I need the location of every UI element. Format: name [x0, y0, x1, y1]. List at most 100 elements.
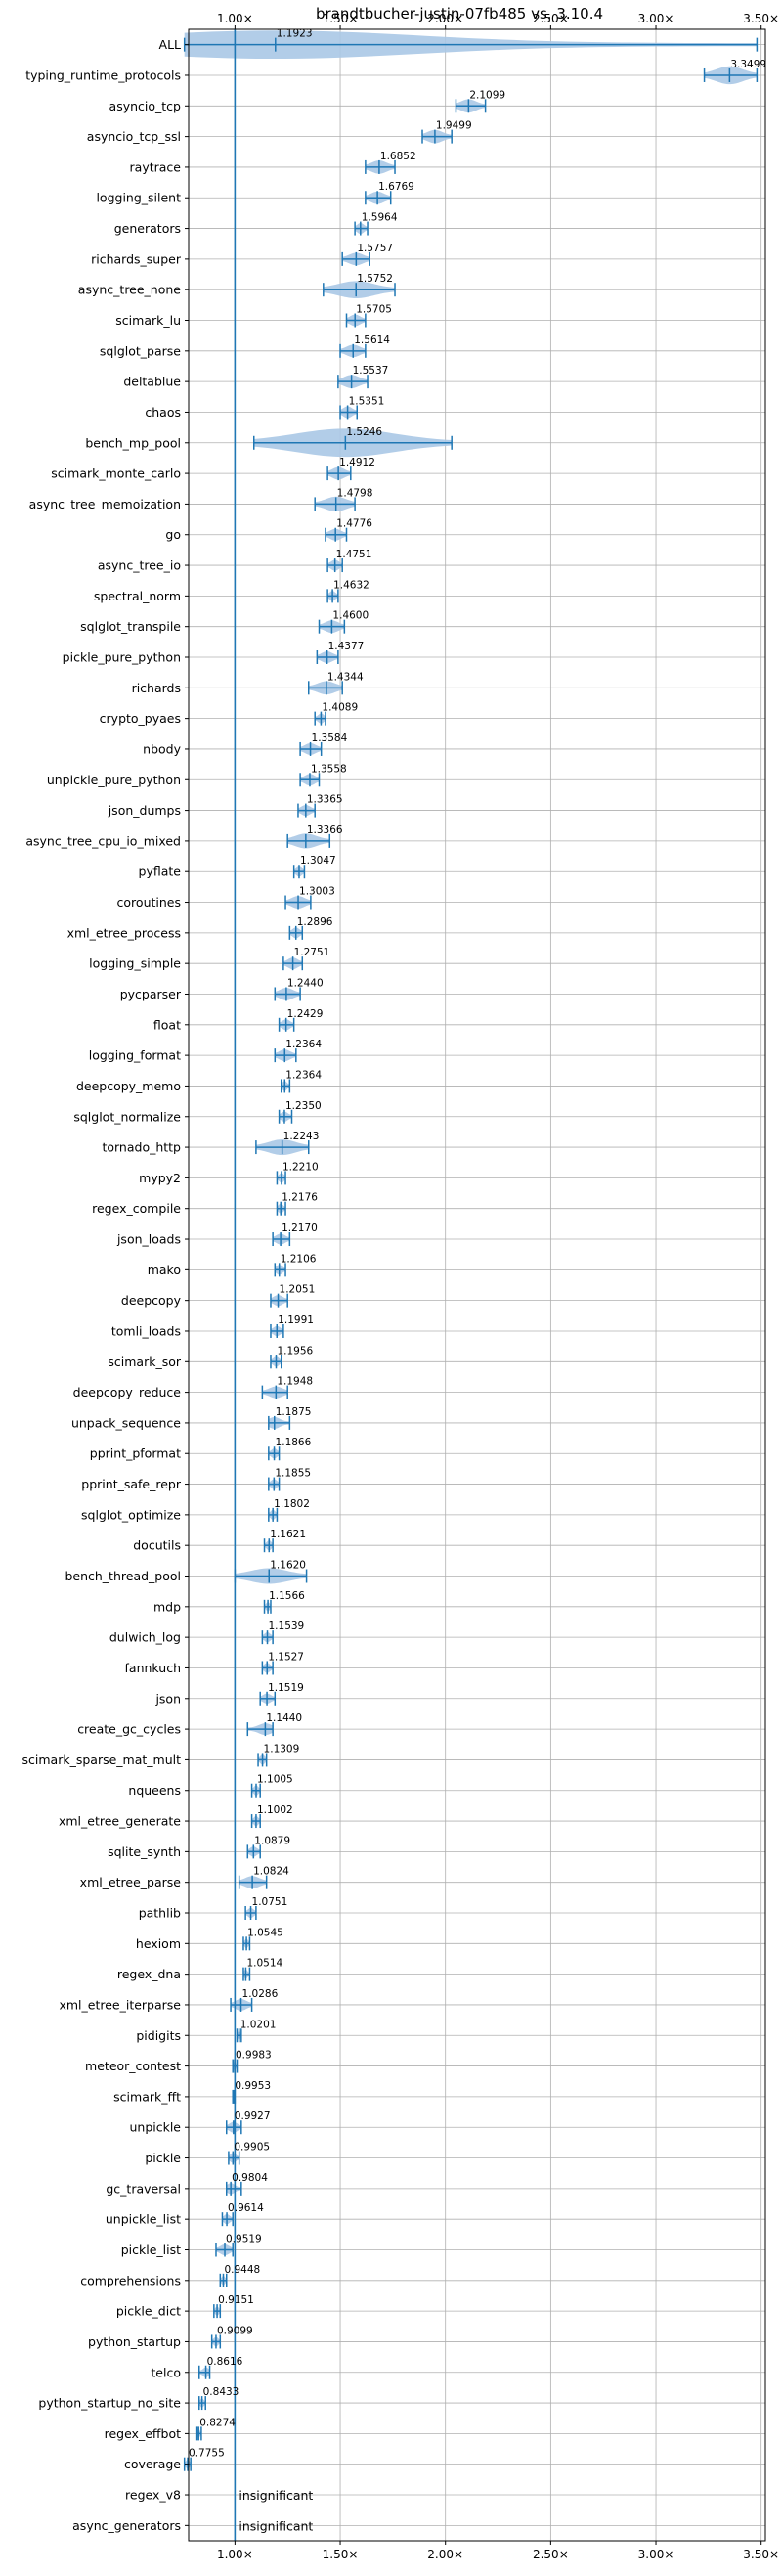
- benchmark-label: pyflate: [139, 865, 182, 879]
- value-label: 0.8616: [207, 2356, 243, 2368]
- benchmark-label: json_dumps: [108, 803, 181, 818]
- benchmark-label: unpack_sequence: [71, 1415, 181, 1430]
- benchmark-label: mako: [148, 1263, 181, 1277]
- benchmark-label: regex_compile: [92, 1201, 181, 1216]
- value-label: 0.9804: [232, 2172, 268, 2184]
- benchmark-label: scimark_monte_carlo: [51, 466, 181, 481]
- benchmark-label: scimark_sparse_mat_mult: [22, 1753, 182, 1767]
- value-label: 1.1948: [277, 1376, 313, 1388]
- benchmark-label: deepcopy_memo: [76, 1079, 181, 1093]
- x-tick-label-bottom: 2.00×: [427, 2548, 463, 2561]
- benchmark-label: float: [153, 1017, 181, 1032]
- benchmark-label: pathlib: [139, 1906, 181, 1921]
- value-label: 1.1991: [278, 1314, 314, 1326]
- value-label: 1.2364: [285, 1069, 322, 1081]
- value-label: 1.0879: [254, 1835, 290, 1846]
- benchmark-label: richards: [132, 681, 181, 695]
- benchmark-label: asyncio_tcp_ssl: [87, 129, 181, 144]
- value-label: 1.5246: [346, 426, 382, 438]
- value-label: 1.3003: [299, 886, 335, 898]
- benchmark-label: pickle_dict: [116, 2304, 181, 2319]
- value-label: 1.4344: [327, 671, 364, 683]
- value-label: 1.3558: [311, 763, 347, 775]
- value-label: 1.5752: [357, 273, 393, 285]
- value-label: 1.2106: [281, 1253, 317, 1265]
- insignificant-label: insignificant: [239, 2488, 313, 2503]
- benchmark-label: pickle_list: [121, 2243, 181, 2257]
- benchmark-label: unpickle_list: [106, 2212, 181, 2227]
- value-label: 1.2364: [285, 1039, 322, 1050]
- benchmark-label: xml_etree_iterparse: [59, 1997, 181, 2012]
- value-label: 1.4600: [332, 610, 369, 622]
- value-label: 1.6852: [380, 151, 416, 162]
- value-label: 0.9519: [226, 2233, 262, 2244]
- axis-ticks: 1.00× 1.00× 1.50× 1.50× 2.00× 2.00× 2.50× 2.50×…: [185, 12, 779, 2561]
- benchmark-label: logging_simple: [89, 956, 181, 971]
- value-label: 1.9499: [436, 120, 472, 132]
- value-label: 1.1621: [270, 1529, 306, 1540]
- chart-title: brandtbucher-justin-07fb485 vs. 3.10.4: [316, 5, 603, 22]
- benchmark-label: richards_super: [91, 251, 182, 266]
- benchmark-label: comprehensions: [80, 2273, 181, 2287]
- value-label: 1.2896: [297, 916, 333, 928]
- value-label: 1.1923: [277, 28, 313, 40]
- value-label: 1.1566: [269, 1590, 305, 1602]
- benchmark-label: xml_etree_parse: [80, 1875, 182, 1889]
- value-label: 1.1875: [276, 1406, 312, 1418]
- value-label: 1.4089: [322, 702, 358, 714]
- benchmark-label: sqlglot_normalize: [73, 1109, 181, 1124]
- value-label: 0.9151: [218, 2294, 254, 2306]
- benchmark-label: dulwich_log: [109, 1630, 181, 1645]
- benchmark-label: xml_etree_generate: [59, 1814, 181, 1829]
- value-label: 1.4912: [339, 457, 375, 468]
- benchmark-label: regex_dna: [117, 1967, 181, 1981]
- benchmark-label: unpickle_pure_python: [47, 773, 181, 787]
- benchmark-label: generators: [114, 221, 181, 236]
- benchmark-label: hexiom: [136, 1936, 181, 1951]
- value-label: 1.5351: [349, 395, 385, 407]
- x-tick-label-top: 2.00×: [427, 12, 463, 25]
- value-label: 1.5964: [362, 212, 398, 224]
- benchmark-label: regex_effbot: [105, 2426, 181, 2441]
- benchmark-label: gc_traversal: [106, 2181, 181, 2196]
- benchmark-label: deepcopy_reduce: [73, 1385, 182, 1399]
- x-tick-label-bottom: 3.50×: [743, 2548, 779, 2561]
- benchmark-label: async_tree_none: [78, 283, 182, 297]
- value-label: 1.4751: [336, 549, 372, 560]
- value-label: 0.9905: [234, 2142, 270, 2154]
- benchmark-label: pycparser: [120, 987, 182, 1001]
- value-label: 1.2440: [287, 977, 324, 989]
- value-label: 1.5614: [354, 334, 390, 346]
- benchmark-label: sqlglot_parse: [100, 343, 181, 358]
- benchmark-label: nbody: [143, 741, 181, 756]
- x-tick-label-bottom: 1.50×: [323, 2548, 359, 2561]
- value-label: 1.5537: [353, 365, 389, 377]
- value-label: 1.1519: [268, 1682, 304, 1694]
- value-label: 1.6769: [378, 181, 414, 193]
- value-label: 1.4632: [333, 579, 369, 591]
- value-label: 3.3499: [730, 59, 766, 70]
- value-label: 1.1855: [275, 1468, 311, 1480]
- value-label: 1.1956: [277, 1345, 313, 1356]
- benchmark-label: tomli_loads: [111, 1323, 181, 1338]
- benchmark-label: typing_runtime_protocols: [25, 67, 181, 82]
- benchmark-label: scimark_sor: [108, 1355, 181, 1369]
- value-label: 0.8433: [203, 2386, 239, 2398]
- value-label: 0.8274: [199, 2417, 236, 2428]
- value-label: 1.4798: [337, 487, 373, 499]
- x-tick-label-bottom: 3.00×: [638, 2548, 674, 2561]
- value-label: 1.3584: [312, 733, 348, 744]
- value-label: 1.5757: [357, 243, 393, 254]
- x-tick-label-bottom: 1.00×: [217, 2548, 253, 2561]
- value-label: 1.2051: [280, 1284, 316, 1296]
- value-labels: 1.1923 3.3499 2.1099 1.9499 1.6852 1.6769 1.59…: [189, 28, 766, 2534]
- benchmark-label: unpickle: [129, 2120, 181, 2135]
- benchmark-label: coverage: [124, 2457, 181, 2471]
- value-label: 1.3365: [307, 794, 343, 806]
- benchmark-label: python_startup: [88, 2334, 181, 2349]
- benchmark-label: async_tree_io: [98, 558, 181, 573]
- benchmark-label: docutils: [133, 1538, 181, 1553]
- x-tick-label-bottom: 2.50×: [533, 2548, 569, 2561]
- benchmark-label: scimark_lu: [115, 313, 181, 328]
